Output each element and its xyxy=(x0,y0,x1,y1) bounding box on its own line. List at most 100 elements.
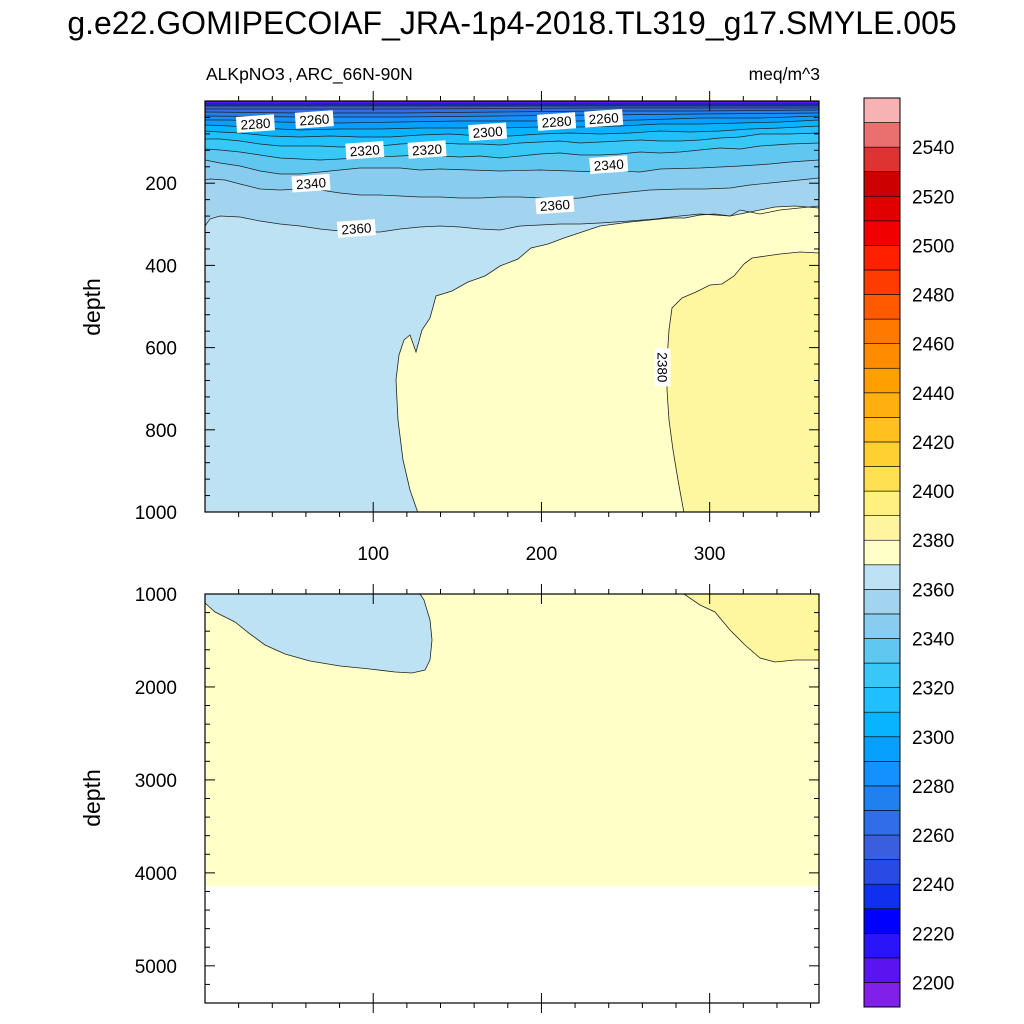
contour-label-bg xyxy=(654,348,671,387)
colorbar-box xyxy=(863,932,901,959)
contour-label: 2260 xyxy=(294,110,334,129)
contour-label-bg xyxy=(291,173,331,193)
ytick-label: 600 xyxy=(145,339,177,360)
colorbar-box xyxy=(863,883,901,910)
colorbar-label: 2240 xyxy=(912,875,954,896)
colorbar-box xyxy=(863,269,901,295)
colorbar-label: 2200 xyxy=(912,973,954,994)
fill-2220 xyxy=(205,101,819,104)
colorbar-box xyxy=(863,810,901,836)
region-label: ARC_66N-90N xyxy=(296,64,413,85)
contour-label-text: 2260 xyxy=(299,111,330,128)
colorbar-box xyxy=(863,466,901,492)
upper-panel-plot: 2280 2260 2300 2280 2260 2320 2320 2340 2340 2360… xyxy=(204,100,820,513)
colorbar-box xyxy=(863,392,901,418)
colorbar-box xyxy=(863,638,901,664)
colorbar-box xyxy=(863,761,901,787)
units-label: meq/m^3 xyxy=(749,64,820,84)
ytick-label: 1000 xyxy=(135,503,177,524)
colorbar-label: 2320 xyxy=(912,679,954,700)
variable-separator: , xyxy=(288,64,293,84)
colorbar-box xyxy=(863,613,901,639)
colorbar-box xyxy=(863,417,901,443)
main-title: g.e22.GOMIPECOIAF_JRA-1p4-2018.TL319_g17… xyxy=(67,5,956,41)
colorbar-label: 2360 xyxy=(912,580,954,601)
contour-label: 2320 xyxy=(407,140,447,159)
colorbar-box xyxy=(863,736,901,762)
colorbar-box xyxy=(863,711,901,738)
contour-label-bg xyxy=(336,219,376,238)
contour-label-bg xyxy=(537,112,577,131)
variable-label: ALKpNO3 xyxy=(206,64,285,84)
contour-label-bg xyxy=(589,155,629,175)
contour-label-text: 2260 xyxy=(588,110,619,127)
colorbar-label: 2540 xyxy=(912,138,954,159)
contour-labels: 2280 2260 2300 2280 2260 2320 2320 2340 2340 2360… xyxy=(235,108,671,387)
colorbar-box xyxy=(863,687,901,713)
colorbar-label: 2300 xyxy=(912,728,954,749)
colorbar-box xyxy=(863,564,901,590)
colorbar-box xyxy=(863,589,901,615)
contour-label-bg xyxy=(407,140,447,159)
lower-fill-2380 xyxy=(683,594,819,663)
colorbar-box xyxy=(863,195,901,222)
colorbar-label: 2420 xyxy=(912,433,954,454)
contour-label: 2360 xyxy=(535,195,575,215)
contour-label-text: 2340 xyxy=(296,175,327,192)
colorbar-box xyxy=(863,343,901,369)
colorbar-box xyxy=(863,122,901,148)
contour-label: 2380 xyxy=(654,348,671,387)
ytick-label: 400 xyxy=(145,256,177,277)
colorbar-box xyxy=(863,908,901,934)
contour-label-bg xyxy=(468,122,508,142)
contour-label: 2360 xyxy=(336,219,376,238)
colorbar-label: 2380 xyxy=(912,531,954,552)
contour-label-bg xyxy=(235,114,275,133)
contour-label-text: 2360 xyxy=(539,197,570,214)
colorbar-box xyxy=(863,367,901,394)
colorbar-box xyxy=(863,318,901,344)
colorbar-box xyxy=(863,97,901,123)
colorbar-label: 2340 xyxy=(912,629,954,650)
lower-ylabel: depth xyxy=(79,769,105,827)
colorbar-box xyxy=(863,834,901,860)
contour-label-text: 2300 xyxy=(472,124,503,141)
xtick-label: 200 xyxy=(526,544,558,565)
contour-label: 2260 xyxy=(584,108,624,128)
colorbar: 2200 2220 2240 2260 2280 2300 2320 2340 2360 2380… xyxy=(863,97,954,1008)
contour-label: 2300 xyxy=(468,122,508,142)
colorbar-box xyxy=(863,957,901,983)
ytick-label: 4000 xyxy=(135,864,177,885)
colorbar-box xyxy=(863,220,901,246)
contour-label-bg xyxy=(535,195,575,215)
contour-label-text: 2320 xyxy=(412,141,443,158)
colorbar-label: 2440 xyxy=(912,384,954,405)
colorbar-label: 2280 xyxy=(912,777,954,798)
colorbar-box xyxy=(863,785,901,811)
axes: 200 400 600 800 1000 1000 2000 3000 4000 5000 100 2… xyxy=(135,91,819,1013)
fill-2380 xyxy=(666,251,819,512)
colorbar-box xyxy=(863,171,901,197)
contour-label-text: 2360 xyxy=(341,220,372,237)
ytick-label: 5000 xyxy=(135,957,177,978)
contour-label: 2340 xyxy=(291,173,331,193)
contour-label: 2320 xyxy=(345,141,385,160)
colorbar-box xyxy=(863,539,901,566)
colorbar-frame xyxy=(863,97,901,1008)
colorbar-label: 2220 xyxy=(912,924,954,945)
contour-label-bg xyxy=(584,108,624,128)
xtick-label: 300 xyxy=(694,544,726,565)
colorbar-box xyxy=(863,294,901,320)
lower-fill-2360 xyxy=(205,594,433,674)
colorbar-box xyxy=(863,859,901,885)
colorbar-label: 2500 xyxy=(912,236,954,257)
colorbar-box xyxy=(863,515,901,541)
colorbar-label: 2520 xyxy=(912,187,954,208)
colorbar-box xyxy=(863,441,901,467)
contour-label-bg xyxy=(294,110,334,129)
contour-label-text: 2320 xyxy=(349,142,380,159)
contour-label: 2280 xyxy=(537,112,577,131)
lower-panel-plot xyxy=(204,593,820,1004)
contour-label-text: 2280 xyxy=(240,116,271,133)
